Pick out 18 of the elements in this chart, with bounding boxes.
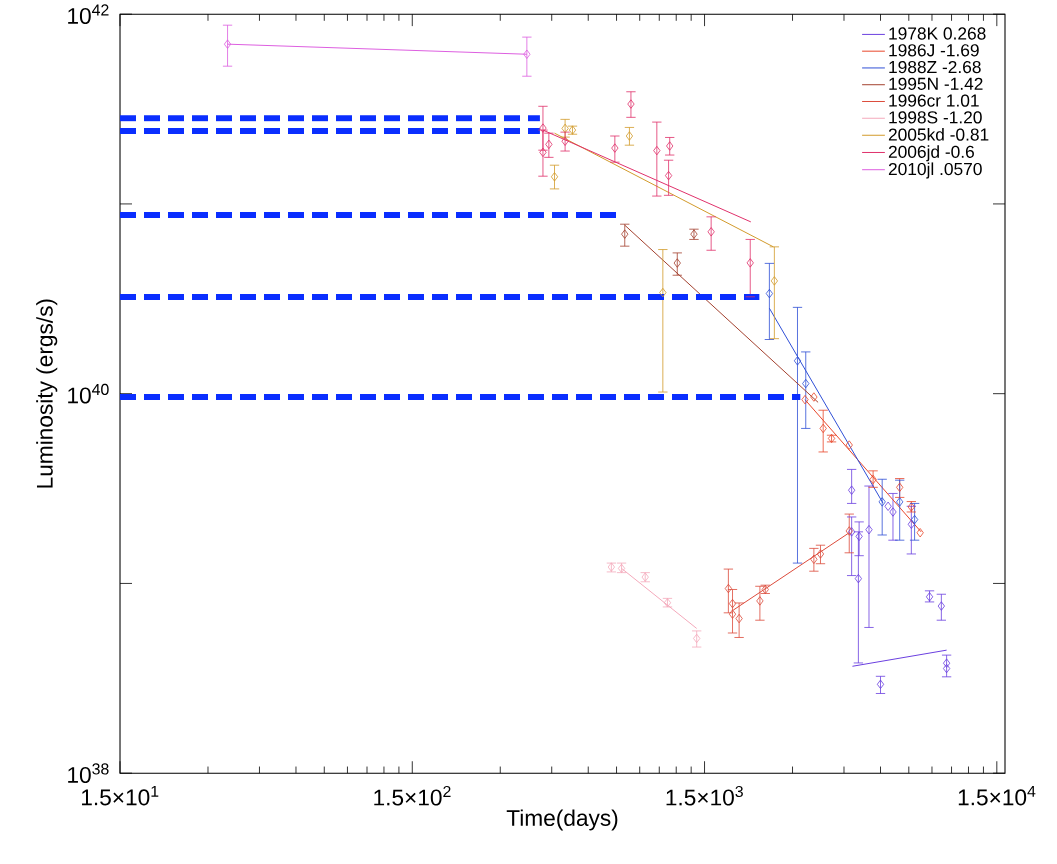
y-axis-title: Luminosity (ergs/s) (36, 299, 58, 488)
legend-label: 1988Z -2.68 (889, 60, 981, 74)
legend-label: 2010jl .0570 (888, 162, 982, 179)
legend-label: 1998S -1.20 (889, 111, 982, 124)
legend-label: 1995N -1.42 (889, 77, 983, 90)
x-tick-label: 1.5×10$^{1}$ (82, 785, 159, 806)
x-tick-label: 1.5×10$^{3}$ (666, 785, 743, 806)
y-tick-label: 10$^{40}$ (68, 383, 109, 404)
legend-label: 1996cr 1.01 (889, 94, 979, 107)
legend-label: 2005kd -0.81 (888, 127, 989, 141)
legend-label: 2006jd -0.6 (888, 145, 974, 162)
legend-label: 1986J -1.69 (889, 44, 979, 57)
x-tick-label: 1.5×10$^{2}$ (374, 785, 451, 806)
y-tick-label: 10$^{38}$ (68, 763, 109, 783)
x-axis-title: Time(days) (506, 809, 618, 831)
legend-label: 1978K 0.268 (889, 27, 986, 40)
x-tick-label: 1.5×10$^{4}$ (958, 785, 1036, 806)
y-tick-label: 10$^{42}$ (68, 4, 109, 24)
